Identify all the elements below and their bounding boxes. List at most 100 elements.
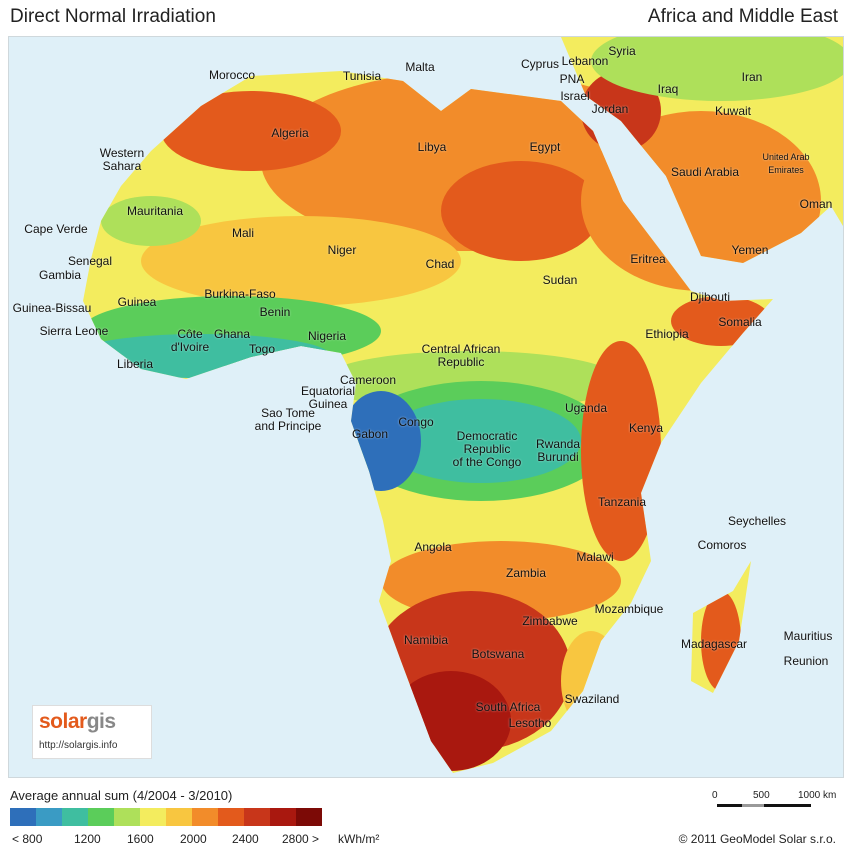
country-label: Mauritania bbox=[126, 204, 184, 218]
country-label: Angola bbox=[414, 540, 452, 554]
country-label: Burkina-Faso bbox=[204, 287, 276, 301]
country-label: Togo bbox=[248, 342, 276, 356]
country-label: Tunisia bbox=[342, 69, 382, 83]
country-label: Malta bbox=[405, 60, 435, 74]
scale-label: 500 bbox=[753, 790, 770, 801]
country-label: Algeria bbox=[271, 126, 309, 140]
country-label: Gambia bbox=[38, 268, 82, 282]
country-label: Rwanda Burundi bbox=[535, 437, 581, 464]
legend-unit: kWh/m² bbox=[338, 832, 380, 846]
country-label: Mozambique bbox=[594, 602, 664, 616]
legend-swatch bbox=[166, 808, 192, 826]
scale-bar-segment bbox=[742, 804, 764, 807]
country-label: Lebanon bbox=[561, 54, 609, 68]
country-label: Cameroon bbox=[339, 373, 397, 387]
country-label: Iran bbox=[741, 70, 763, 84]
country-label: Ethiopia bbox=[645, 327, 689, 341]
country-label: Kuwait bbox=[714, 104, 752, 118]
map-title: Direct Normal Irradiation bbox=[10, 6, 216, 27]
country-label: Libya bbox=[417, 140, 447, 154]
country-label: Zimbabwe bbox=[522, 614, 578, 628]
legend-swatch bbox=[296, 808, 322, 826]
country-label: Djibouti bbox=[689, 290, 731, 304]
country-label: Zambia bbox=[505, 566, 547, 580]
legend-swatch bbox=[140, 808, 166, 826]
irradiation-map bbox=[8, 36, 844, 778]
country-label: Chad bbox=[425, 257, 455, 271]
legend-swatch bbox=[192, 808, 218, 826]
country-label: Madagascar bbox=[680, 637, 748, 651]
country-label: Central African Republic bbox=[421, 342, 501, 369]
legend-tick: 2800 > bbox=[282, 832, 320, 846]
solargis-logo: solargis http://solargis.info bbox=[32, 705, 152, 759]
legend-tick: 1600 bbox=[127, 832, 154, 846]
country-label: Swaziland bbox=[564, 692, 620, 706]
country-label: Western Sahara bbox=[99, 146, 145, 173]
legend-swatch bbox=[114, 808, 140, 826]
legend-swatch bbox=[36, 808, 62, 826]
country-label: Egypt bbox=[529, 140, 561, 154]
logo-url[interactable]: http://solargis.info bbox=[39, 740, 118, 751]
country-label: Seychelles bbox=[727, 514, 787, 528]
country-label: Morocco bbox=[208, 68, 256, 82]
country-label: Liberia bbox=[116, 357, 154, 371]
country-label: Reunion bbox=[783, 654, 829, 668]
country-label: Uganda bbox=[564, 401, 608, 415]
country-label: Kenya bbox=[628, 421, 664, 435]
country-label: Malawi bbox=[576, 550, 614, 564]
country-label: Jordan bbox=[591, 102, 629, 116]
country-label: Sierra Leone bbox=[39, 324, 109, 338]
country-label: Tanzania bbox=[597, 495, 647, 509]
country-label: Namibia bbox=[403, 633, 449, 647]
country-label: Guinea bbox=[117, 295, 157, 309]
country-label: PNA bbox=[559, 72, 585, 86]
country-label: Botswana bbox=[471, 647, 525, 661]
country-label: Oman bbox=[799, 197, 833, 211]
copyright: © 2011 GeoModel Solar s.r.o. bbox=[678, 832, 836, 846]
country-label: Benin bbox=[259, 305, 291, 319]
region-title: Africa and Middle East bbox=[647, 6, 838, 27]
legend-title: Average annual sum (4/2004 - 3/2010) bbox=[10, 788, 233, 803]
country-label: Niger bbox=[327, 243, 357, 257]
legend-colorbar bbox=[10, 808, 322, 826]
scale-bar-segment bbox=[717, 804, 742, 807]
legend-swatch bbox=[88, 808, 114, 826]
country-label: Comoros bbox=[697, 538, 747, 552]
country-label: United Arab Emirates bbox=[762, 152, 810, 175]
country-label: Senegal bbox=[67, 254, 113, 268]
country-label: Gabon bbox=[351, 427, 389, 441]
legend-swatch bbox=[244, 808, 270, 826]
legend-swatch bbox=[270, 808, 296, 826]
country-label: Congo bbox=[398, 415, 434, 429]
legend-swatch bbox=[62, 808, 88, 826]
country-label: Mauritius bbox=[783, 629, 833, 643]
country-label: Côte d'Ivoire bbox=[170, 327, 210, 354]
country-label: Somalia bbox=[718, 315, 762, 329]
country-label: Cyprus bbox=[520, 57, 560, 71]
country-label: Eritrea bbox=[630, 252, 666, 266]
logo-brand: solargis bbox=[39, 710, 116, 733]
country-label: Israel bbox=[560, 89, 590, 103]
country-label: Guinea-Bissau bbox=[12, 301, 92, 315]
country-label: Sudan bbox=[542, 273, 578, 287]
scale-label: 0 bbox=[712, 790, 718, 801]
country-label: Democratic Republic of the Congo bbox=[452, 429, 522, 469]
scale-bar-segment bbox=[764, 804, 811, 807]
country-label: Lesotho bbox=[508, 716, 552, 730]
country-label: Nigeria bbox=[307, 329, 347, 343]
country-label: Saudi Arabia bbox=[670, 165, 740, 179]
country-label: Sao Tome and Principe bbox=[254, 406, 322, 433]
country-label: Ghana bbox=[213, 327, 251, 341]
legend-tick: 2000 bbox=[180, 832, 207, 846]
country-label: Cape Verde bbox=[24, 222, 88, 236]
country-label: South Africa bbox=[475, 700, 541, 714]
country-label: Syria bbox=[608, 44, 636, 58]
legend-tick: < 800 bbox=[12, 832, 43, 846]
legend-swatch bbox=[10, 808, 36, 826]
country-label: Equatorial Guinea bbox=[300, 384, 356, 411]
legend-tick: 2400 bbox=[232, 832, 259, 846]
legend-tick: 1200 bbox=[74, 832, 101, 846]
legend-swatch bbox=[218, 808, 244, 826]
country-label: Yemen bbox=[731, 243, 769, 257]
country-label: Mali bbox=[231, 226, 255, 240]
